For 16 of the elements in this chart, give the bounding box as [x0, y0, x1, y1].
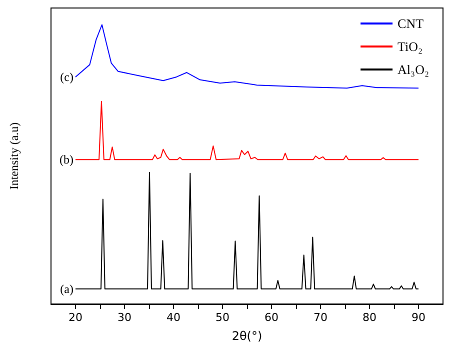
- x-tick-label: 80: [362, 311, 376, 324]
- x-tick-label: 50: [216, 311, 230, 324]
- annotation: (a): [60, 282, 74, 296]
- annotation: (b): [60, 152, 74, 167]
- x-tick-label: 30: [118, 311, 132, 324]
- x-tick-label: 60: [264, 311, 278, 324]
- x-tick-label: 20: [68, 311, 82, 324]
- annotation: (c): [60, 70, 74, 84]
- x-tick-label: 90: [412, 311, 426, 324]
- legend-label: CNT: [398, 16, 424, 31]
- legend-label: Al₃O₂: [398, 62, 429, 77]
- x-axis-title: 2θ(°): [232, 329, 262, 343]
- legend-label: TiO₂: [398, 39, 423, 54]
- y-axis-title: Intensity (a.u): [7, 122, 21, 190]
- x-tick-label: 40: [166, 311, 180, 324]
- x-tick-label: 70: [314, 311, 328, 324]
